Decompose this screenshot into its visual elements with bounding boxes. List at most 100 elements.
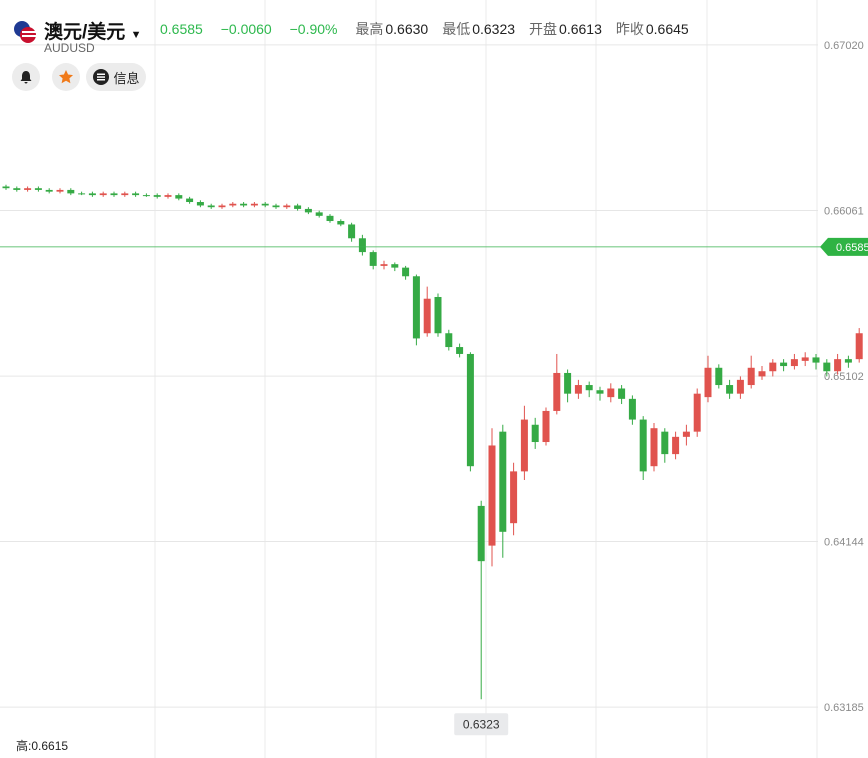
candle-body [790, 359, 798, 367]
candle-body [412, 276, 420, 339]
candle-body [445, 333, 453, 348]
candle-body [153, 195, 161, 197]
candle-body [758, 371, 766, 377]
info-button[interactable]: 信息 [86, 63, 146, 91]
candle-body [186, 198, 194, 203]
candle-body [780, 362, 788, 367]
candle-body [715, 367, 723, 386]
candle-body [736, 379, 744, 394]
candle-body [520, 419, 528, 472]
symbol: AUDUSD [44, 41, 95, 55]
candle-body [639, 419, 647, 472]
candle-body [564, 372, 572, 394]
candle-body [142, 195, 150, 197]
candle-body [596, 390, 604, 394]
candle-body [294, 205, 302, 209]
candle-body [769, 362, 777, 372]
candle-body [326, 215, 334, 222]
candle-body [240, 203, 248, 206]
candle-body [337, 221, 345, 225]
candle-body [99, 193, 107, 196]
candle-body [164, 195, 172, 197]
candle-body [801, 357, 809, 361]
candle-body [844, 359, 852, 363]
candle-body [855, 333, 863, 360]
candle-body [542, 410, 550, 443]
y-tick-label: 0.65102 [824, 371, 864, 383]
candle-body [466, 353, 474, 467]
candle-body [132, 193, 140, 196]
pair-name-text: 澳元/美元 [44, 22, 126, 43]
stat-value: 0.6323 [472, 21, 516, 37]
alert-button[interactable] [12, 63, 40, 91]
candle-body [207, 205, 215, 208]
bell-icon [20, 71, 32, 84]
candle-body [423, 298, 431, 334]
candle-body [661, 431, 669, 455]
stat-label: 开盘 [529, 21, 558, 37]
flag-icon [14, 21, 36, 43]
candle-body [196, 202, 204, 206]
price: 0.6585 [160, 21, 203, 37]
candle-body [121, 193, 129, 196]
candle-body [499, 431, 507, 532]
y-tick-label: 0.67020 [824, 40, 864, 52]
quote-row: 0.6585 −0.0060 −0.90% 最高 0.6630 最低 0.6323 开盘… [160, 19, 717, 39]
candle-body [315, 212, 323, 216]
candle-body [110, 193, 118, 196]
candle-body [402, 267, 410, 277]
last-price-label: 0.6585 [836, 242, 868, 254]
candle-body [510, 471, 518, 524]
candle-body [218, 205, 226, 208]
low-marker-label: 0.6323 [463, 717, 500, 731]
pair-name[interactable]: 澳元/美元 ▼ [44, 22, 142, 43]
candle-body [250, 203, 258, 206]
candle-body [477, 505, 485, 562]
candle-body [434, 296, 442, 334]
candle-body [391, 264, 399, 268]
candle-body [175, 195, 183, 199]
y-tick-label: 0.66061 [824, 205, 864, 217]
candle-body [358, 238, 366, 253]
candle-body [693, 393, 701, 432]
candle-body [261, 203, 269, 206]
candle-body [24, 188, 32, 190]
candle-body [56, 189, 64, 192]
star-icon [59, 70, 73, 84]
candle-body [704, 367, 712, 398]
candle-body [304, 208, 312, 213]
y-tick-label: 0.64144 [824, 536, 864, 548]
stat-label: 最高 [355, 21, 384, 37]
header: 澳元/美元 ▼ AUDUSD 0.6585 −0.0060 −0.90% 最高 0… [0, 0, 868, 100]
stat-label: 最低 [442, 21, 471, 37]
favorite-button[interactable] [52, 63, 80, 91]
candle-body [553, 372, 561, 411]
stat-value: 0.6613 [559, 21, 602, 37]
candle-body [34, 188, 42, 190]
change-pct: −0.90% [289, 21, 338, 37]
candle-body [747, 367, 755, 386]
info-label: 信息 [113, 70, 140, 86]
low-marker-box [454, 713, 509, 736]
stat-value: 0.6630 [385, 21, 429, 37]
candle-body [88, 193, 96, 196]
ohlc-legend: 高:0.6615 [16, 739, 69, 753]
candle-body [488, 445, 496, 546]
candle-body [672, 436, 680, 455]
y-tick-label: 0.63185 [824, 702, 864, 714]
stats: 最高 0.6630 最低 0.6323 开盘 0.6613 昨收 0.6645 [355, 21, 702, 37]
candle-body [369, 252, 377, 266]
candle-body [823, 362, 831, 372]
stat-label: 昨收 [615, 21, 644, 37]
candle-body [348, 224, 356, 239]
candle-body [585, 385, 593, 391]
candle-body [45, 189, 53, 192]
candle-body [834, 359, 842, 372]
candle-body [456, 347, 464, 354]
last-price-tag [820, 237, 868, 256]
candle-body [380, 264, 388, 266]
candle-body [13, 188, 21, 190]
candle-body [67, 189, 75, 194]
candle-body [726, 385, 734, 394]
